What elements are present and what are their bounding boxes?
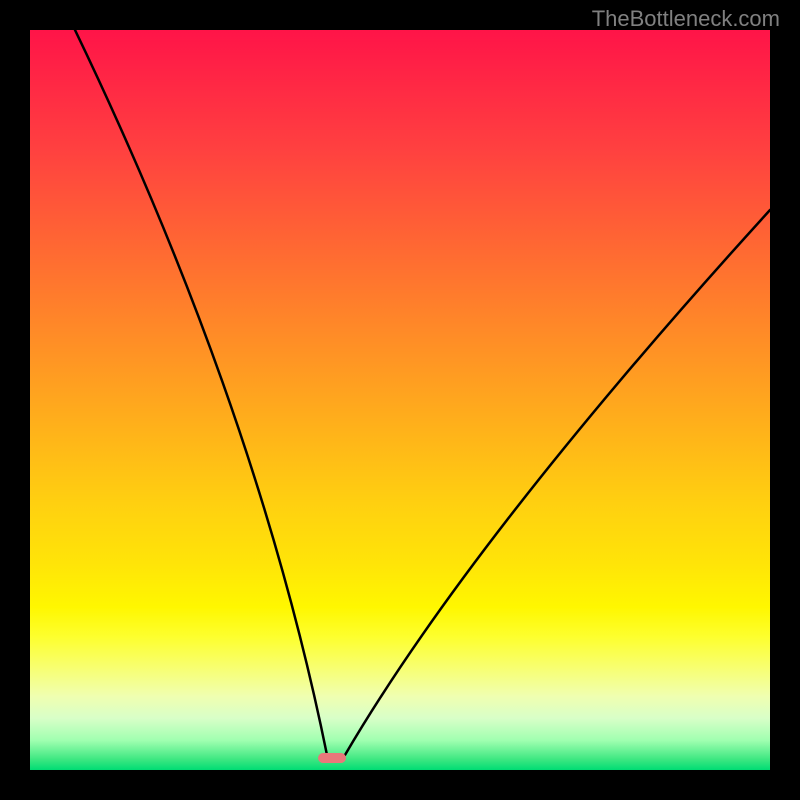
optimum-marker	[318, 753, 346, 763]
chart-background	[30, 30, 770, 770]
chart-svg	[30, 30, 770, 770]
bottleneck-chart	[30, 30, 770, 770]
attribution-text: TheBottleneck.com	[592, 6, 780, 32]
